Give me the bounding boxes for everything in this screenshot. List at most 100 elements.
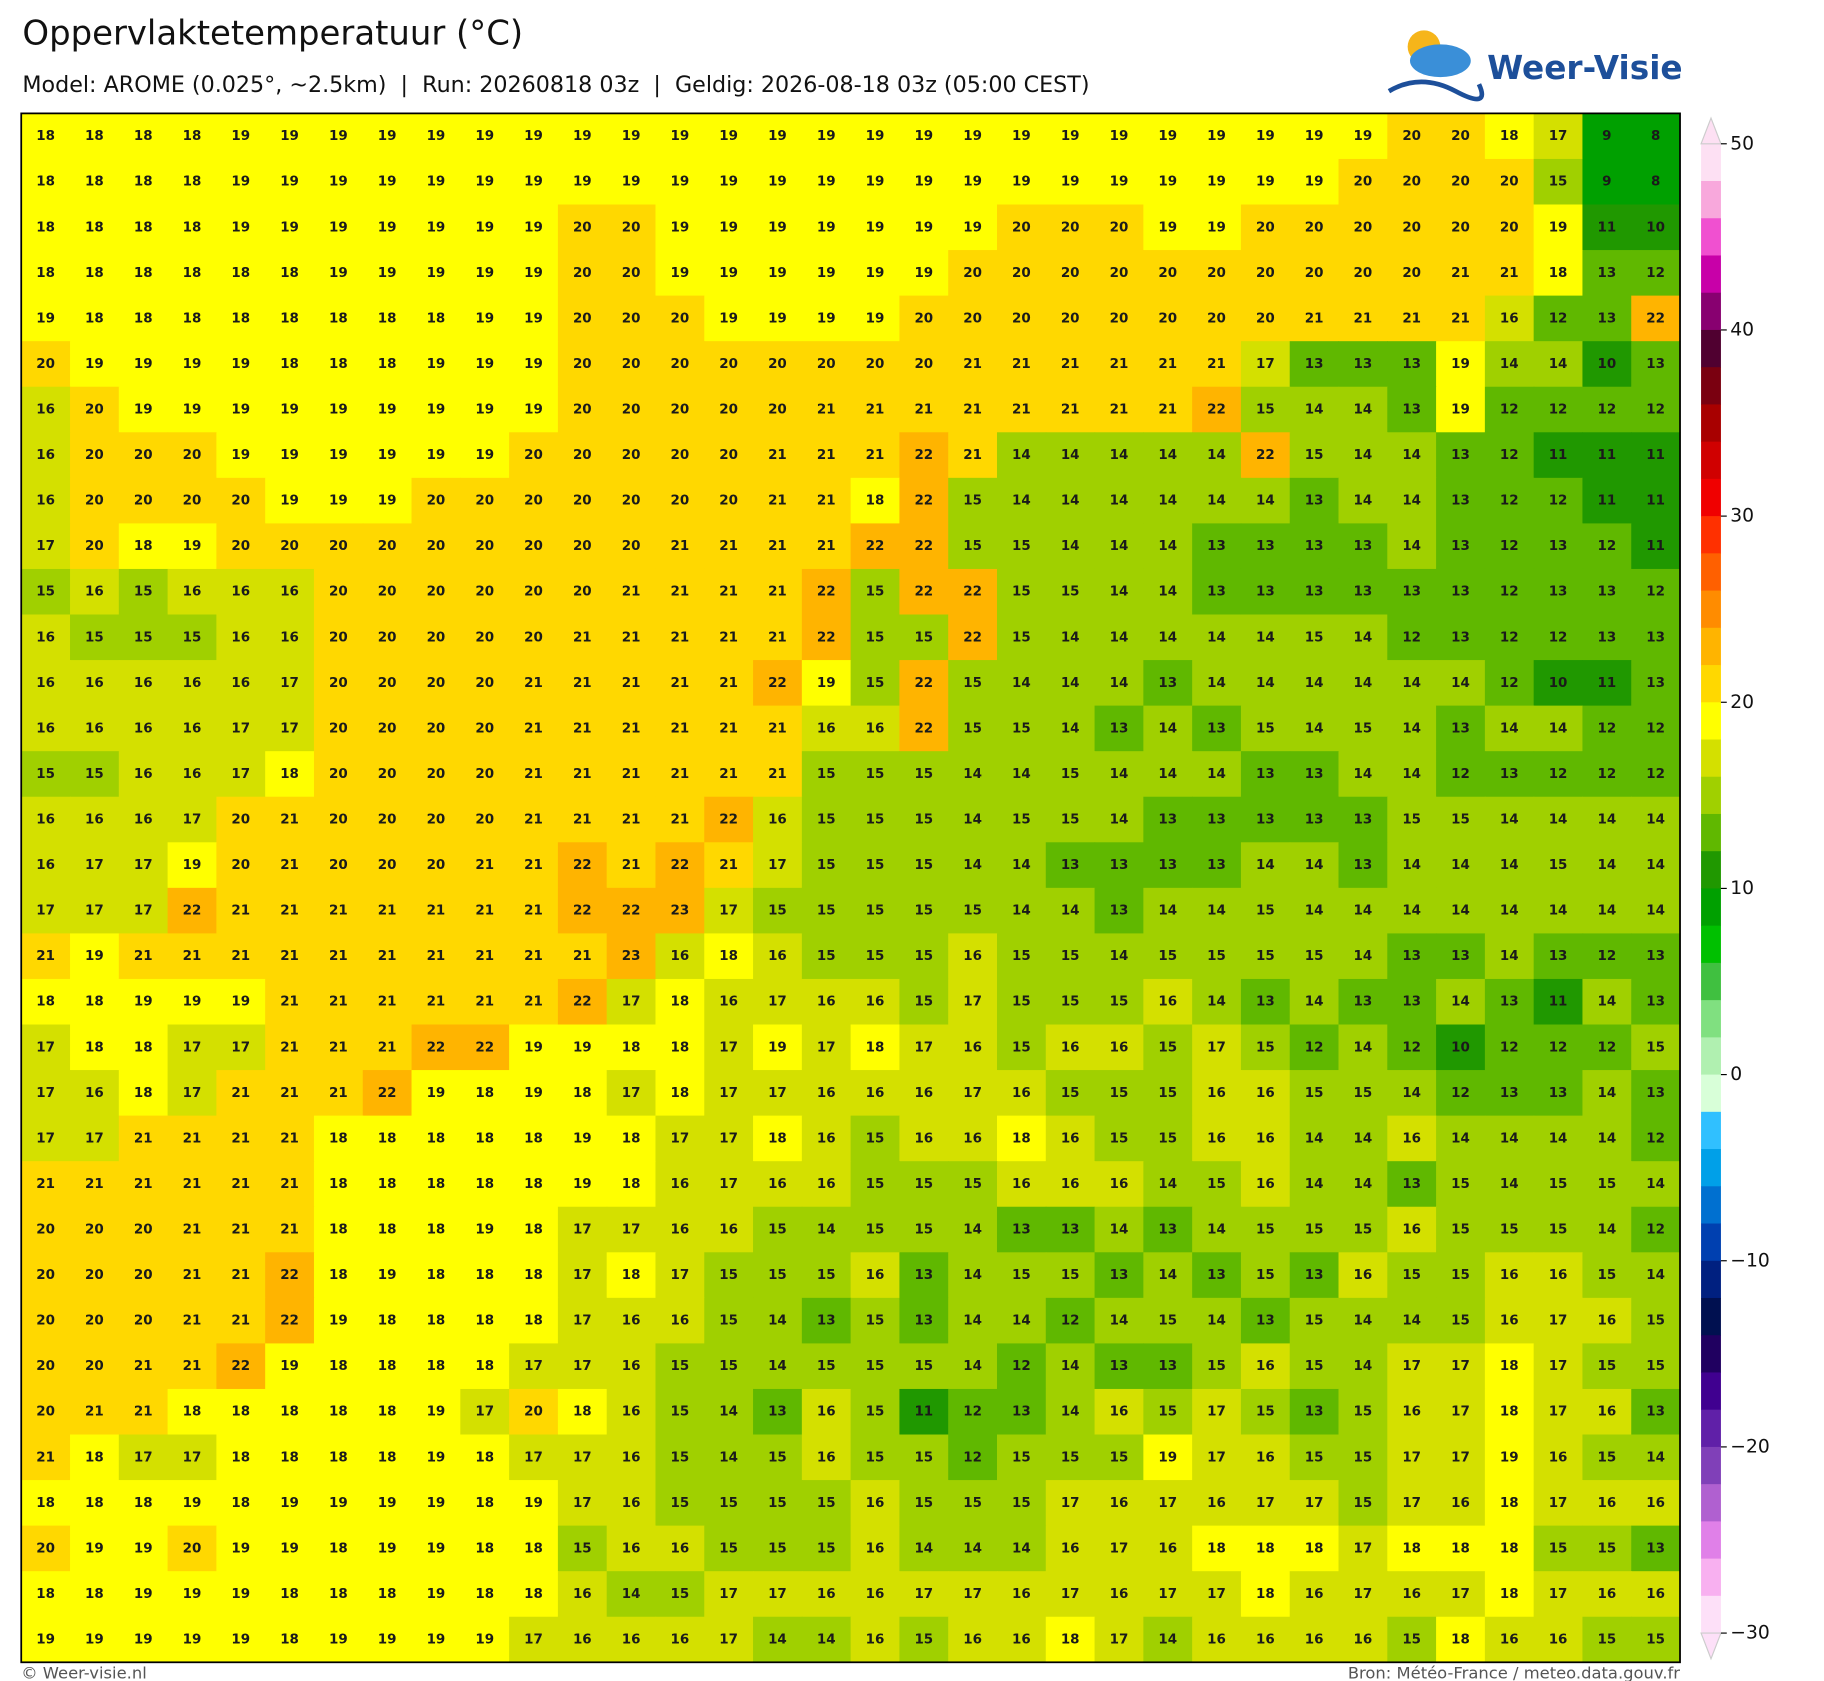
temperature-label: 14 [1500, 949, 1519, 964]
temperature-cell [509, 1070, 559, 1117]
temperature-cell [1387, 887, 1437, 934]
temperature-cell [899, 1297, 949, 1344]
temperature-label: 17 [1158, 1587, 1177, 1602]
temperature-cell [801, 660, 852, 707]
temperature-cell [509, 1297, 559, 1344]
temperature-cell [167, 1525, 217, 1572]
temperature-cell [557, 1252, 608, 1299]
temperature-label: 18 [329, 1405, 348, 1420]
temperature-cell [1192, 614, 1242, 661]
colorbar-band [1701, 1074, 1721, 1113]
temperature-label: 13 [1305, 813, 1324, 828]
temperature-cell [753, 1297, 803, 1344]
temperature-cell [704, 978, 754, 1026]
temperature-cell [996, 1024, 1047, 1071]
temperature-cell [1289, 341, 1340, 388]
temperature-label: 14 [768, 1359, 787, 1374]
temperature-label: 16 [866, 1587, 885, 1602]
temperature-cell [655, 1252, 705, 1299]
temperature-cell [948, 1297, 998, 1344]
temperature-cell [655, 1571, 705, 1618]
temperature-label: 16 [1207, 1496, 1226, 1511]
temperature-label: 16 [817, 1131, 836, 1146]
temperature-cell [1436, 204, 1486, 251]
temperature-cell [1045, 432, 1096, 479]
temperature-label: 14 [1451, 1131, 1470, 1146]
temperature-cell [1533, 1388, 1584, 1436]
temperature-cell [1436, 568, 1486, 616]
temperature-cell [606, 113, 657, 160]
temperature-label: 14 [1402, 448, 1421, 463]
temperature-cell [1631, 1388, 1681, 1436]
temperature-cell [655, 1115, 705, 1162]
temperature-label: 19 [1158, 220, 1177, 235]
temperature-label: 17 [231, 767, 250, 782]
temperature-label: 21 [231, 1268, 250, 1283]
temperature-cell [1240, 842, 1291, 889]
temperature-label: 15 [719, 1496, 738, 1511]
temperature-cell [1436, 1388, 1486, 1436]
temperature-label: 13 [1256, 585, 1275, 600]
temperature-label: 11 [1646, 494, 1665, 509]
temperature-cell [1094, 113, 1144, 160]
temperature-label: 16 [183, 585, 202, 600]
temperature-cell [1484, 933, 1535, 980]
temperature-label: 18 [329, 1177, 348, 1192]
temperature-cell [70, 1070, 120, 1117]
temperature-cell [655, 705, 705, 752]
temperature-cell [1045, 887, 1096, 934]
temperature-label: 14 [914, 1541, 933, 1556]
temperature-cell [655, 1161, 705, 1208]
temperature-label: 17 [768, 1086, 787, 1101]
temperature-cell [21, 295, 71, 342]
temperature-label: 17 [914, 1040, 933, 1055]
temperature-label: 22 [1207, 403, 1226, 418]
temperature-label: 14 [1110, 949, 1129, 964]
temperature-label: 20 [427, 630, 446, 645]
temperature-label: 19 [329, 1314, 348, 1329]
temperature-cell [801, 1388, 852, 1436]
temperature-label: 14 [963, 1314, 982, 1329]
temperature-label: 15 [866, 1405, 885, 1420]
temperature-label: 20 [622, 539, 641, 554]
temperature-cell [313, 432, 364, 479]
temperature-cell [265, 978, 315, 1026]
temperature-label: 19 [231, 129, 250, 144]
temperature-label: 12 [1597, 721, 1616, 736]
temperature-cell [557, 1024, 608, 1071]
temperature-label: 16 [768, 813, 787, 828]
temperature-cell [557, 113, 608, 160]
temperature-label: 17 [183, 1040, 202, 1055]
temperature-cell [1192, 158, 1242, 206]
temperature-cell [850, 158, 901, 206]
temperature-label: 23 [622, 949, 641, 964]
temperature-label: 21 [622, 858, 641, 873]
temperature-label: 16 [817, 1587, 836, 1602]
temperature-cell [460, 477, 510, 524]
temperature-cell [216, 1616, 266, 1663]
temperature-label: 19 [280, 175, 299, 190]
temperature-cell [1436, 158, 1486, 206]
temperature-cell [1338, 1115, 1388, 1162]
temperature-cell [1436, 842, 1486, 889]
temperature-cell [1387, 158, 1437, 206]
temperature-cell [1192, 978, 1242, 1026]
temperature-label: 17 [768, 1587, 787, 1602]
temperature-cell [1192, 1115, 1242, 1162]
temperature-cell [996, 1297, 1047, 1344]
temperature-cell [1533, 1297, 1584, 1344]
temperature-label: 18 [183, 311, 202, 326]
temperature-label: 20 [671, 448, 690, 463]
temperature-cell [1484, 1070, 1535, 1117]
temperature-label: 17 [134, 858, 153, 873]
temperature-label: 15 [1305, 1223, 1324, 1238]
temperature-cell [899, 751, 949, 798]
temperature-cell [704, 1115, 754, 1162]
temperature-label: 21 [183, 949, 202, 964]
temperature-cell [1631, 1024, 1681, 1071]
temperature-label: 13 [1500, 995, 1519, 1010]
temperature-cell [1533, 978, 1584, 1026]
temperature-cell [996, 1161, 1047, 1208]
temperature-label: 17 [85, 1131, 104, 1146]
temperature-label: 15 [1061, 767, 1080, 782]
